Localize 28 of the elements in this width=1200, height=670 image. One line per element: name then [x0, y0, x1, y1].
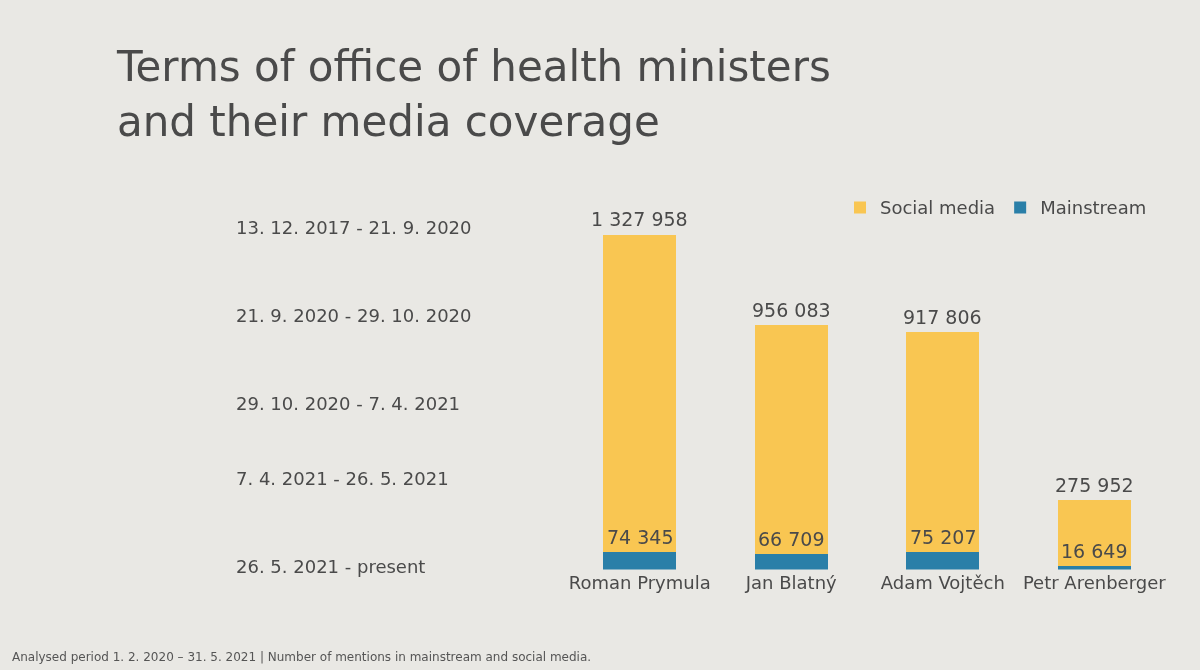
legend-label: Social media	[880, 197, 996, 219]
bar	[603, 551, 677, 570]
data-label: 66 709	[758, 528, 825, 550]
text: 21. 9. 2020 - 29. 10. 2020	[236, 305, 472, 326]
data-label: 956 083	[752, 299, 831, 321]
x-tick-label: Petr Arenberger	[1022, 571, 1167, 593]
data-label: 1 327 958	[591, 208, 688, 230]
bar	[603, 234, 677, 552]
chart-title: Terms of office of health ministers and their media coverage	[116, 42, 831, 146]
data-label: 16 649	[1061, 540, 1128, 562]
data-label: 917 806	[903, 306, 982, 328]
data-label: 275 952	[1055, 474, 1134, 496]
text: 29. 10. 2020 - 7. 4. 2021	[236, 393, 461, 414]
legend-label: Mainstream	[1040, 197, 1147, 219]
x-tick-label: Jan Blatný	[744, 571, 838, 593]
bar	[754, 553, 828, 570]
bar	[906, 332, 980, 552]
bar	[906, 551, 980, 570]
bar	[754, 325, 828, 554]
data-label: 74 345	[607, 526, 674, 548]
x-tick-label: Roman Prymula	[568, 571, 711, 593]
text: Analysed period 1. 2. 2020 – 31. 5. 2021 | Number of mentions in mainstream and social media.	[12, 650, 592, 664]
text: 13. 12. 2017 - 21. 9. 2020	[236, 217, 472, 238]
bar	[1057, 499, 1131, 566]
data-label: 75 207	[910, 526, 977, 548]
x-tick-label: Adam Vojtěch	[880, 571, 1005, 593]
text: 7. 4. 2021 - 26. 5. 2021	[236, 468, 449, 489]
text: 26. 5. 2021 - present	[236, 556, 426, 577]
